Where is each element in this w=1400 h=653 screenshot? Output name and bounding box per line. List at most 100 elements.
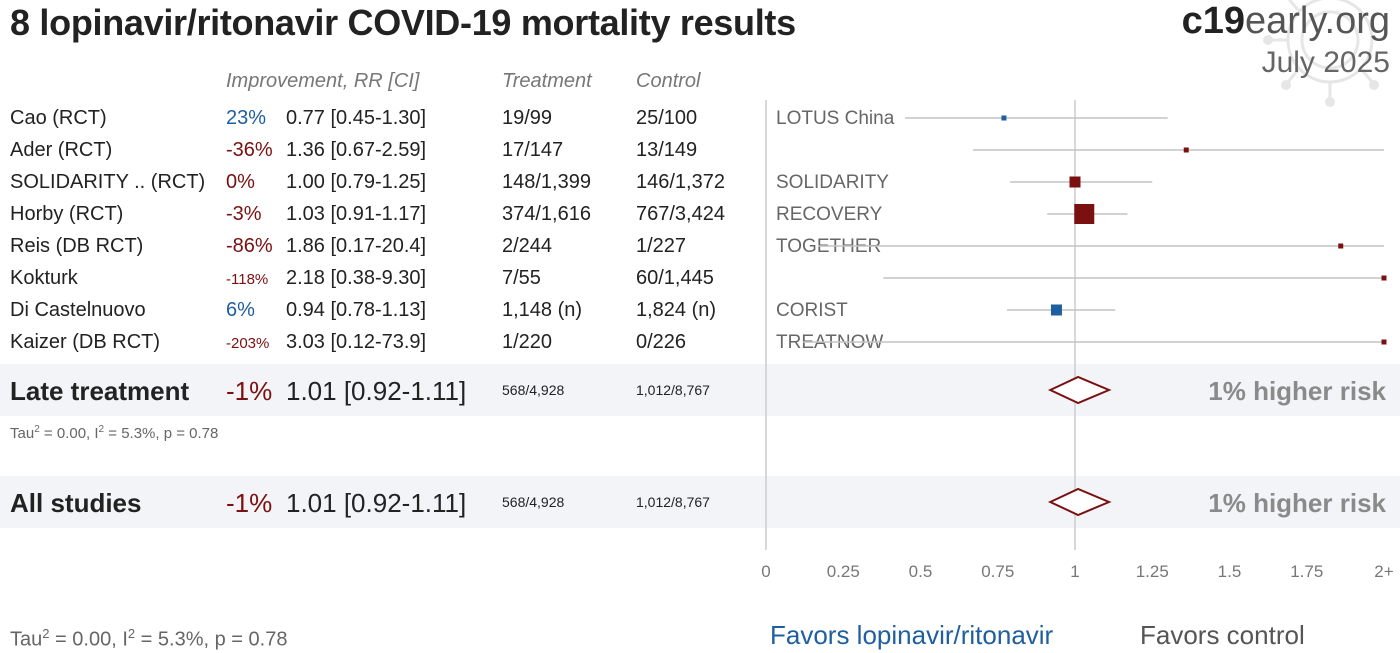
- study-name: Ader (RCT): [10, 139, 113, 161]
- late-treatment-treatment: 568/4,928: [502, 382, 565, 398]
- summary-diamond: [1047, 375, 1112, 405]
- favors-control-label: Favors control: [1140, 620, 1305, 650]
- study-row: Kaizer (DB RCT) -203% 3.03 [0.12-73.9] 1/22…: [0, 326, 1400, 358]
- study-name: Di Castelnuovo: [10, 299, 146, 321]
- study-treatment: 1/220: [502, 331, 553, 353]
- trial-label: LOTUS China: [776, 108, 895, 129]
- x-tick-label: 2+: [1374, 562, 1393, 581]
- study-control: 767/3,424: [636, 203, 725, 225]
- het-sup-2: 2: [98, 424, 105, 435]
- page-title: 8 lopinavir/ritonavir COVID-19 mortality…: [10, 2, 796, 43]
- brand-bold: c19: [1181, 0, 1245, 42]
- footer-i-rest: = 5.3%, p = 0.78: [135, 628, 288, 651]
- study-name: Cao (RCT): [10, 107, 107, 129]
- favors-treatment-label: Favors lopinavir/ritonavir: [770, 620, 1054, 650]
- het-sup-1: 2: [34, 424, 40, 435]
- x-tick-label: 0: [761, 562, 770, 581]
- all-studies-control: 1,012/8,767: [636, 494, 710, 510]
- study-rr: 0.94 [0.78-1.13]: [286, 299, 427, 321]
- x-tick-label: 1.25: [1136, 562, 1169, 581]
- x-tick-label: 1.75: [1290, 562, 1323, 581]
- het-tau-rest: = 0.00, I: [39, 425, 99, 442]
- study-row: Cao (RCT) 23% 0.77 [0.45-1.30] 19/99 25/100: [0, 102, 1400, 134]
- study-improvement: -86%: [226, 235, 273, 257]
- study-name: Reis (DB RCT): [10, 235, 144, 257]
- all-studies-band: All studies -1% 1.01 [0.92-1.11] 568/4,9…: [0, 476, 1400, 528]
- study-improvement: -203%: [226, 335, 270, 352]
- het-tau-label: Tau: [10, 425, 35, 442]
- study-name: SOLIDARITY .. (RCT): [10, 171, 206, 193]
- all-studies-treatment: 568/4,928: [502, 494, 565, 510]
- study-control: 13/149: [636, 139, 698, 161]
- study-control: 1/227: [636, 235, 687, 257]
- study-control: 1,824 (n): [636, 299, 717, 321]
- het-i-rest: = 5.3%, p = 0.78: [104, 425, 219, 442]
- study-improvement: 0%: [226, 171, 255, 193]
- study-rr: 2.18 [0.38-9.30]: [286, 267, 427, 289]
- study-name: Kaizer (DB RCT): [10, 331, 161, 353]
- all-studies-risk: 1% higher risk: [1208, 488, 1386, 518]
- header-improvement: Improvement, RR [CI]: [226, 70, 420, 92]
- study-treatment: 148/1,399: [502, 171, 591, 193]
- study-treatment: 17/147: [502, 139, 564, 161]
- all-studies-rr: 1.01 [0.92-1.11]: [286, 488, 467, 518]
- study-row: Di Castelnuovo 6% 0.94 [0.78-1.13] 1,148 (n…: [0, 294, 1400, 326]
- x-tick-label: 0.25: [827, 562, 860, 581]
- study-rr: 1.00 [0.79-1.25]: [286, 171, 427, 193]
- trial-label: SOLIDARITY: [776, 172, 889, 193]
- point-estimate: [1069, 176, 1081, 188]
- study-improvement: -118%: [226, 271, 269, 288]
- study-rr: 1.86 [0.17-20.4]: [286, 235, 427, 257]
- trial-label: CORIST: [776, 300, 848, 321]
- trial-label: RECOVERY: [776, 204, 883, 225]
- study-control: 146/1,372: [636, 171, 725, 193]
- x-tick-label: 1: [1070, 562, 1079, 581]
- late-treatment-label: Late treatment: [10, 376, 190, 406]
- summary-diamond: [1047, 487, 1112, 517]
- all-studies-improvement: -1%: [226, 488, 273, 518]
- study-rr: 1.36 [0.67-2.59]: [286, 139, 427, 161]
- late-treatment-improvement: -1%: [226, 376, 273, 406]
- point-estimate: [1338, 243, 1344, 249]
- late-treatment-band: Late treatment -1% 1.01 [0.92-1.11] 568/…: [0, 364, 1400, 416]
- point-estimate: [1074, 204, 1095, 224]
- point-estimate: [1183, 147, 1189, 153]
- late-treatment-rr: 1.01 [0.92-1.11]: [286, 376, 467, 406]
- study-row: Horby (RCT) -3% 1.03 [0.91-1.17] 374/1,616 7…: [0, 198, 1400, 230]
- late-heterogeneity: Tau2 = 0.00, I2 = 5.3%, p = 0.78: [10, 424, 218, 442]
- footer-sup-1: 2: [42, 626, 50, 641]
- study-control: 60/1,445: [636, 267, 714, 289]
- report-date: July 2025: [1261, 46, 1390, 79]
- study-name: Kokturk: [10, 267, 78, 289]
- all-studies-label: All studies: [10, 488, 142, 518]
- study-row: Reis (DB RCT) -86% 1.86 [0.17-20.4] 2/244 1/…: [0, 230, 1400, 262]
- study-treatment: 19/99: [502, 107, 553, 129]
- virus-watermark-icon: [1263, 0, 1379, 107]
- x-tick-label: 0.75: [981, 562, 1014, 581]
- study-row: SOLIDARITY .. (RCT) 0% 1.00 [0.79-1.25] 148…: [0, 166, 1400, 198]
- footer-sup-2: 2: [127, 626, 136, 641]
- study-control: 25/100: [636, 107, 698, 129]
- study-control: 0/226: [636, 331, 687, 353]
- study-treatment: 2/244: [502, 235, 553, 257]
- point-estimate: [1050, 304, 1062, 316]
- point-estimate: [1001, 115, 1007, 121]
- brand-logo: c19early.org: [1182, 0, 1390, 43]
- study-rr: 3.03 [0.12-73.9]: [286, 331, 427, 353]
- header-control: Control: [636, 70, 701, 92]
- study-improvement: -3%: [226, 203, 262, 225]
- study-improvement: 23%: [226, 107, 267, 129]
- header-treatment: Treatment: [502, 70, 592, 92]
- footer-tau-rest: = 0.00, I: [49, 628, 128, 651]
- late-treatment-risk: 1% higher risk: [1208, 376, 1386, 406]
- study-name: Horby (RCT): [10, 203, 124, 225]
- brand-light: early.org: [1244, 0, 1390, 42]
- study-rr: 1.03 [0.91-1.17]: [286, 203, 427, 225]
- study-treatment: 1,148 (n): [502, 299, 583, 321]
- late-treatment-control: 1,012/8,767: [636, 382, 710, 398]
- study-row: Ader (RCT) -36% 1.36 [0.67-2.59] 17/147 13/1…: [0, 134, 1400, 166]
- point-estimate: [1381, 339, 1387, 345]
- point-estimate: [1381, 275, 1387, 281]
- footer-heterogeneity: Tau2 = 0.00, I2 = 5.3%, p = 0.78: [10, 626, 287, 652]
- study-rr: 0.77 [0.45-1.30]: [286, 107, 427, 129]
